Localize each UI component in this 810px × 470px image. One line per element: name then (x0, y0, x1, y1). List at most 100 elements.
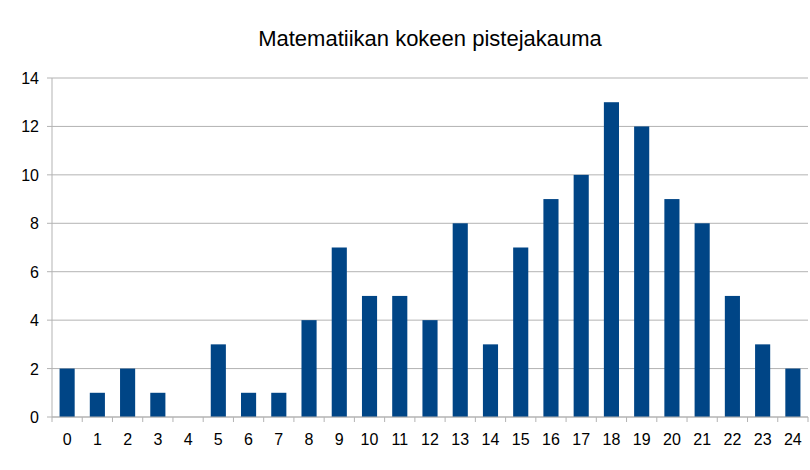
bar (332, 248, 347, 418)
x-tick-label: 20 (663, 431, 681, 448)
x-tick-label: 4 (184, 431, 193, 448)
x-tick-label: 5 (214, 431, 223, 448)
grid-line (52, 174, 808, 175)
y-tick (47, 174, 52, 175)
x-tick (203, 417, 204, 422)
x-tick-label: 10 (361, 431, 379, 448)
x-tick (293, 417, 294, 422)
y-tick (47, 78, 52, 79)
bar (422, 320, 437, 417)
bar (725, 296, 740, 417)
y-tick-label: 8 (30, 215, 39, 232)
x-tick-label: 3 (153, 431, 162, 448)
bar (513, 248, 528, 418)
bar (150, 393, 165, 417)
x-tick-label: 12 (421, 431, 439, 448)
y-tick (47, 368, 52, 369)
bar (453, 223, 468, 417)
grid-line (52, 417, 808, 418)
x-tick-label: 0 (63, 431, 72, 448)
y-tick-label: 12 (21, 118, 39, 135)
x-tick (384, 417, 385, 422)
x-tick (475, 417, 476, 422)
x-tick-label: 22 (724, 431, 742, 448)
bar (362, 296, 377, 417)
x-tick-label: 18 (603, 431, 621, 448)
y-tick (47, 223, 52, 224)
x-tick (324, 417, 325, 422)
y-tick (47, 126, 52, 127)
bars (60, 102, 801, 417)
chart-svg: Matematiikan kokeen pistejakauma02468101… (0, 0, 810, 470)
x-tick (263, 417, 264, 422)
x-tick-label: 9 (335, 431, 344, 448)
x-tick (626, 417, 627, 422)
x-tick (808, 417, 809, 422)
bar (755, 344, 770, 417)
x-tick (566, 417, 567, 422)
x-tick-label: 1 (93, 431, 102, 448)
x-tick-label: 11 (391, 431, 408, 448)
bar (241, 393, 256, 417)
chart-title: Matematiikan kokeen pistejakauma (258, 26, 602, 51)
x-tick-label: 24 (784, 431, 802, 448)
x-tick-label: 16 (542, 431, 560, 448)
x-tick-label: 14 (482, 431, 500, 448)
x-tick (414, 417, 415, 422)
x-tick-label: 15 (512, 431, 530, 448)
bar (574, 175, 589, 417)
x-tick (535, 417, 536, 422)
bar (695, 223, 710, 417)
x-tick (777, 417, 778, 422)
x-tick (172, 417, 173, 422)
x-tick-label: 2 (123, 431, 132, 448)
x-tick (687, 417, 688, 422)
x-tick (52, 417, 53, 422)
x-tick (82, 417, 83, 422)
bar (392, 296, 407, 417)
x-tick (142, 417, 143, 422)
x-tick (233, 417, 234, 422)
x-tick-label: 7 (274, 431, 283, 448)
y-tick-label: 6 (30, 264, 39, 281)
x-tick (717, 417, 718, 422)
y-axis (52, 78, 53, 417)
x-tick-label: 19 (633, 431, 651, 448)
x-tick (596, 417, 597, 422)
grid-line (52, 126, 808, 127)
bar (60, 369, 75, 417)
x-tick-label: 23 (754, 431, 772, 448)
y-tick (47, 320, 52, 321)
x-tick (112, 417, 113, 422)
y-tick-label: 10 (21, 167, 39, 184)
y-tick (47, 271, 52, 272)
bar (634, 126, 649, 417)
y-tick-label: 2 (30, 361, 39, 378)
x-tick (354, 417, 355, 422)
bar (211, 344, 226, 417)
bar (301, 320, 316, 417)
bar (483, 344, 498, 417)
bar (90, 393, 105, 417)
grid-line (52, 78, 808, 79)
bar (543, 199, 558, 417)
x-tick-label: 6 (244, 431, 253, 448)
chart-container: Matematiikan kokeen pistejakauma02468101… (0, 0, 810, 470)
bar (120, 369, 135, 417)
x-axis (52, 417, 808, 418)
bar (664, 199, 679, 417)
x-tick (445, 417, 446, 422)
bar (604, 102, 619, 417)
x-tick (505, 417, 506, 422)
y-tick-label: 0 (30, 409, 39, 426)
bar (271, 393, 286, 417)
y-tick-label: 14 (21, 70, 39, 87)
bar (785, 369, 800, 417)
x-tick-label: 21 (693, 431, 711, 448)
x-tick-label: 8 (305, 431, 314, 448)
y-tick-label: 4 (30, 312, 39, 329)
x-tick-label: 17 (572, 431, 590, 448)
x-tick (747, 417, 748, 422)
x-tick-label: 13 (451, 431, 469, 448)
y-tick (47, 417, 52, 418)
